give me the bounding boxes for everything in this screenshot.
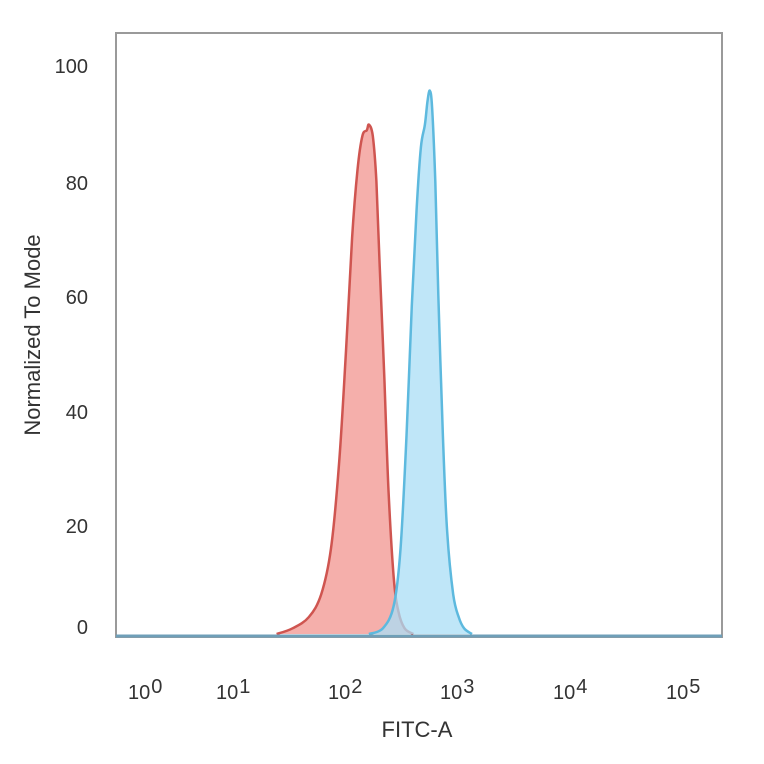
series-line-stained: [368, 89, 473, 636]
x-tick-10-0: 100: [128, 676, 162, 705]
series-layer: [276, 89, 473, 636]
x-tick-10-1: 101: [216, 676, 250, 705]
x-tick-10-5: 105: [666, 676, 700, 705]
x-tick-exp: 3: [463, 676, 475, 698]
x-tick-base: 10: [328, 682, 351, 704]
x-tick-10-2: 102: [328, 676, 362, 705]
x-tick-base: 10: [216, 682, 239, 704]
y-axis-label: Normalized To Mode: [20, 234, 45, 436]
x-tick-exp: 5: [689, 676, 701, 698]
x-tick-exp: 2: [351, 676, 363, 698]
y-tick-100: 100: [54, 56, 88, 78]
x-tick-base: 10: [553, 682, 576, 704]
x-axis-label: FITC-A: [381, 717, 453, 742]
x-tick-exp: 1: [239, 676, 251, 698]
x-tick-10-3: 103: [440, 676, 474, 705]
y-tick-40: 40: [65, 402, 88, 424]
x-tick-base: 10: [666, 682, 689, 704]
x-tick-base: 10: [440, 682, 463, 704]
x-tick-10-4: 104: [553, 676, 587, 705]
y-tick-20: 20: [65, 516, 88, 538]
y-tick-60: 60: [65, 287, 88, 309]
x-tick-exp: 4: [576, 676, 588, 698]
x-tick-base: 10: [128, 682, 151, 704]
y-tick-80: 80: [65, 173, 88, 195]
series-line-control: [276, 123, 415, 636]
series-area-stained: [368, 90, 472, 634]
y-tick-0: 0: [76, 617, 88, 639]
x-tick-exp: 0: [151, 676, 163, 698]
